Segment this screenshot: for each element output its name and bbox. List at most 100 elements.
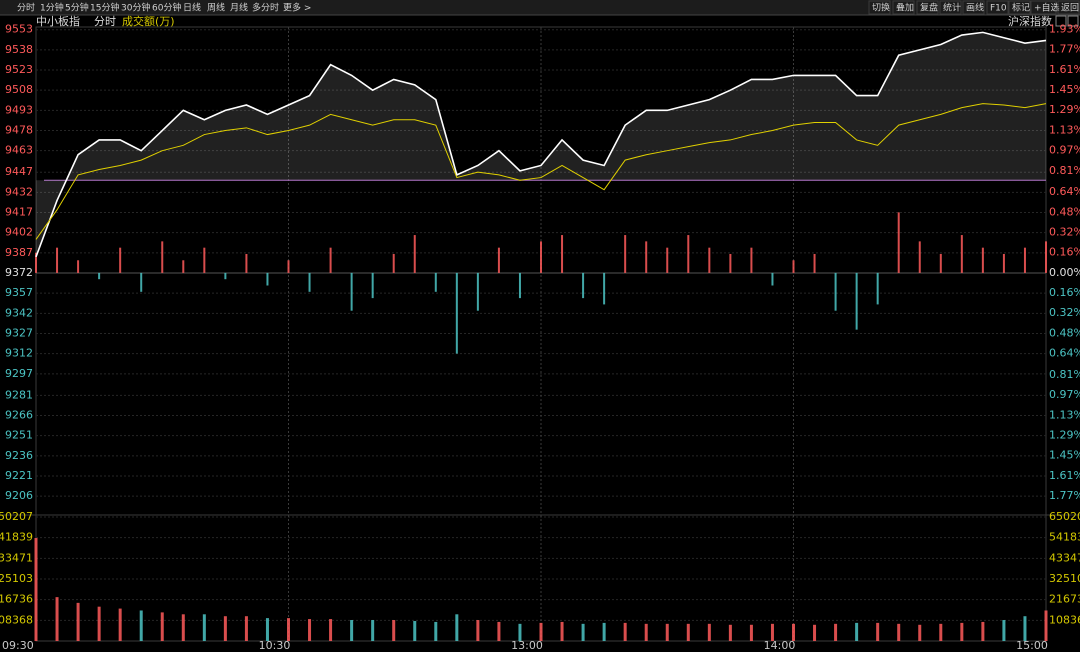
volume-bar xyxy=(265,618,269,641)
breadth-bar xyxy=(77,260,80,273)
y-tick-label: 9297 xyxy=(5,367,33,380)
y2-tick-label: 1.45% xyxy=(1049,83,1080,96)
volume-bar xyxy=(202,614,206,641)
volume-tick-label: 325103 xyxy=(1049,572,1080,585)
toolbar-button[interactable]: 月线 xyxy=(230,2,248,14)
volume-bar xyxy=(392,620,396,641)
breadth-bar xyxy=(203,247,206,273)
y-tick-label: 9357 xyxy=(5,286,33,299)
x-tick-label: 09:30 xyxy=(2,639,34,652)
volume-bar xyxy=(329,619,333,641)
y-tick-label: 9432 xyxy=(5,185,33,198)
volume-bar xyxy=(118,608,122,641)
toolbar-button[interactable]: 周线 xyxy=(207,2,225,14)
breadth-bar xyxy=(813,253,816,273)
toolbar-button[interactable]: 复盘 xyxy=(920,2,938,14)
toolbar-button[interactable]: F10 xyxy=(990,4,1007,14)
breadth-bar xyxy=(308,272,311,292)
volume-bar xyxy=(350,620,354,641)
x-tick-label: 10:30 xyxy=(259,639,291,652)
toolbar-button[interactable]: 分时 xyxy=(17,2,35,14)
breadth-bar xyxy=(960,235,963,273)
breadth-bar xyxy=(371,272,374,299)
volume-bar xyxy=(34,538,38,641)
y2-tick-label: 1.13% xyxy=(1049,408,1080,421)
breadth-bar xyxy=(98,272,101,280)
breadth-bar xyxy=(266,272,269,286)
toolbar-button-frame xyxy=(1030,0,1057,15)
volume-tick-label: 650207 xyxy=(1049,510,1080,523)
toolbar-button[interactable]: 统计 xyxy=(943,2,961,14)
y2-tick-label: 1.45% xyxy=(1049,449,1080,462)
toolbar-button[interactable]: 叠加 xyxy=(896,3,914,14)
toolbar-button[interactable]: 标记 xyxy=(1012,2,1030,14)
volume-bar xyxy=(97,606,101,641)
toolbar-button[interactable]: 多分时 xyxy=(252,2,279,14)
y-tick-label: 9417 xyxy=(5,206,33,219)
toolbar-button[interactable]: 1分钟 xyxy=(40,2,64,14)
volume-bar xyxy=(223,616,227,641)
volume-bar xyxy=(770,623,774,641)
volume-bar xyxy=(876,622,880,641)
breadth-bar xyxy=(561,235,564,273)
toolbar-button[interactable]: 日线 xyxy=(183,2,201,14)
toolbar-button[interactable]: 30分钟 xyxy=(121,2,150,14)
volume-bar xyxy=(308,619,312,641)
toolbar-button[interactable]: +自选 xyxy=(1034,2,1060,14)
volume-tick-label: 216736 xyxy=(1049,593,1080,606)
y-tick-label: 9206 xyxy=(5,489,33,502)
toolbar-button[interactable]: 5分钟 xyxy=(65,2,89,14)
y2-tick-label: 1.77% xyxy=(1049,43,1080,56)
toolbar-button[interactable]: 60分钟 xyxy=(152,2,181,14)
breadth-bar xyxy=(413,235,416,273)
arrow-button[interactable] xyxy=(1067,15,1079,27)
volume-bar xyxy=(476,620,480,641)
breadth-bar xyxy=(392,253,395,273)
breadth-bar xyxy=(897,212,900,273)
toolbar-button[interactable]: 返回 xyxy=(1061,2,1079,14)
y-tick-label: 9372 xyxy=(5,266,33,279)
y2-tick-label: 1.29% xyxy=(1049,429,1080,442)
volume-bar xyxy=(371,620,375,641)
breadth-bar xyxy=(161,241,164,273)
volume-bar xyxy=(1023,616,1027,641)
volume-bar xyxy=(539,622,543,641)
toolbar-button[interactable]: 画线 xyxy=(966,2,984,14)
breadth-bar xyxy=(687,235,690,273)
toolbar-button-frame xyxy=(916,0,939,15)
price-line xyxy=(35,31,1047,258)
y-tick-label: 9523 xyxy=(5,63,33,76)
volume-tick-label: 108368 xyxy=(0,613,33,626)
breadth-bar xyxy=(708,247,711,273)
price-area xyxy=(36,32,1046,257)
volume-bar xyxy=(413,620,417,641)
volume-bar xyxy=(560,621,564,641)
y-tick-label: 9387 xyxy=(5,246,33,259)
breadth-bar xyxy=(603,272,606,305)
breadth-bar xyxy=(119,247,122,273)
volume-label: 成交额(万) xyxy=(122,14,175,28)
toolbar-button[interactable]: 15分钟 xyxy=(90,2,119,14)
y-tick-label: 9251 xyxy=(5,429,33,442)
toolbar-button[interactable]: 切换 xyxy=(872,2,890,14)
y2-tick-label: 1.93% xyxy=(1049,23,1080,36)
breadth-bar xyxy=(540,241,542,273)
breadth-bar xyxy=(729,253,732,273)
volume-tick-label: 108368 xyxy=(1049,613,1080,626)
breadth-bar xyxy=(1045,241,1047,273)
toolbar-button-frame xyxy=(939,0,962,15)
arrow-button[interactable] xyxy=(1055,15,1067,27)
breadth-bar xyxy=(918,241,921,273)
breadth-bar xyxy=(476,272,479,311)
y-tick-label: 9538 xyxy=(5,43,33,56)
breadth-bar xyxy=(771,272,774,286)
y2-tick-label: 0.64% xyxy=(1049,347,1080,360)
y2-tick-label: 0.32% xyxy=(1049,306,1080,319)
toolbar-button[interactable]: 更多 > xyxy=(283,2,311,14)
volume-bar xyxy=(960,622,964,641)
y2-tick-label: 0.97% xyxy=(1049,144,1080,157)
breadth-bar xyxy=(834,272,837,311)
toolbar-button-frame xyxy=(1008,0,1031,15)
breadth-bar xyxy=(140,272,143,292)
volume-bar xyxy=(897,623,901,641)
